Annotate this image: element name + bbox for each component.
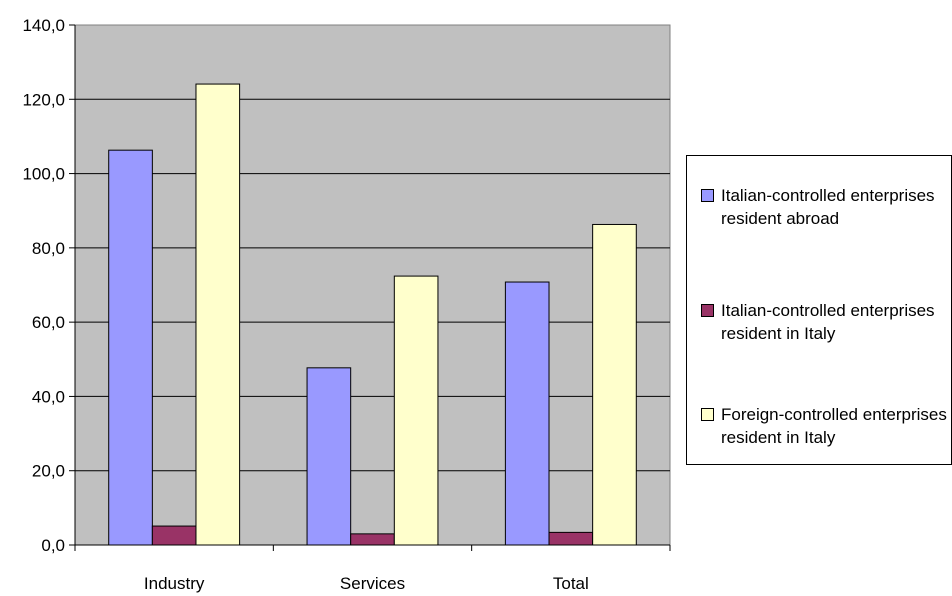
bar xyxy=(393,275,439,546)
y-tick-label: 20,0 xyxy=(32,462,65,481)
bar xyxy=(306,367,352,546)
bar xyxy=(108,149,153,546)
legend-item: Italian-controlled enterprises resident … xyxy=(701,184,952,230)
x-axis-category-labels: Industry Services Total xyxy=(144,574,589,593)
x-category-label: Services xyxy=(340,574,405,593)
legend-label: Foreign-controlled enterprises resident … xyxy=(721,405,947,447)
y-tick-label: 120,0 xyxy=(22,90,65,109)
x-category-label: Industry xyxy=(144,574,205,593)
bar xyxy=(350,533,395,546)
bar xyxy=(195,83,241,546)
legend-item: Italian-controlled enterprises resident … xyxy=(701,299,952,345)
bars xyxy=(108,83,637,546)
plot-area xyxy=(74,24,671,546)
legend-item: Foreign-controlled enterprises resident … xyxy=(701,403,951,449)
y-tick-label: 100,0 xyxy=(22,165,65,184)
legend-swatch xyxy=(701,304,714,317)
y-axis-tick-labels: 0,0 20,0 40,0 60,0 80,0 100,0 120,0 140,0 xyxy=(22,16,65,555)
bar xyxy=(504,281,550,546)
y-tick-label: 60,0 xyxy=(32,313,65,332)
legend-swatch xyxy=(701,408,714,421)
legend-swatch xyxy=(701,189,714,202)
legend: Italian-controlled enterprises resident … xyxy=(686,155,952,465)
bar xyxy=(151,525,197,546)
legend-label: Italian-controlled enterprises resident … xyxy=(721,301,935,343)
x-category-label: Total xyxy=(553,574,589,593)
bar xyxy=(592,223,637,546)
y-tick-label: 40,0 xyxy=(32,387,65,406)
y-tick-label: 80,0 xyxy=(32,239,65,258)
y-tick-label: 0,0 xyxy=(41,536,65,555)
bar xyxy=(548,531,594,546)
y-tick-label: 140,0 xyxy=(22,16,65,35)
legend-label: Italian-controlled enterprises resident … xyxy=(721,186,935,228)
axes xyxy=(69,24,671,551)
gridlines xyxy=(75,98,670,472)
